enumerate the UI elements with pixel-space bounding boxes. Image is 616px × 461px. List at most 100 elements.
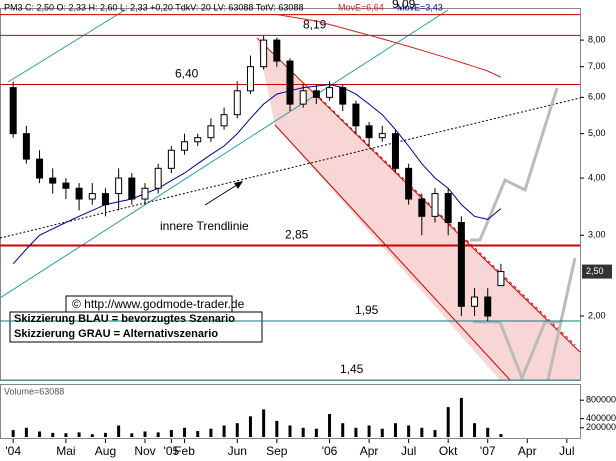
arrow-head [234,181,243,189]
volume-bar [407,425,411,437]
candle-body [62,182,70,189]
candle-body [405,167,413,200]
x-tick-label: Jun [228,444,247,458]
y-tick-label: 5,00 [588,128,606,138]
candle-body [36,158,44,179]
volume-bar [446,407,450,437]
channel-inner [319,97,576,346]
candle-body [128,177,136,200]
volume-bar [393,423,397,437]
volume-bar [169,430,173,437]
candle-body [88,193,96,200]
level-label: 9,09 [392,0,416,11]
volume-bar [183,427,187,437]
annotation: © http://www.godmode-trader.de [72,297,245,311]
candle-body [444,193,452,223]
candle-body [75,187,83,200]
candle-body [471,296,479,307]
candle-body [484,296,492,317]
candle-body [246,66,254,92]
candle-body [115,177,123,195]
volume-frame [0,384,581,439]
x-tick-label: '04 [5,444,21,458]
volume-bar [275,420,279,437]
arrow [204,182,241,206]
volume-bar [420,427,424,437]
volume-tick-label: 200000 [586,422,616,432]
scenario-grey [470,87,559,242]
candle-body [339,87,347,105]
y-tick-label: 4,00 [588,172,606,182]
inner-trendline [0,97,581,239]
candle-body [154,167,162,189]
scenario-grey [473,320,560,383]
annotation: Skizzierung BLAU = bevorzugtes Szenario [14,313,235,325]
candle-body [378,133,386,139]
x-tick-label: '07 [480,444,496,458]
level-label: 6,40 [175,67,199,81]
moving-average [12,83,502,265]
candle-body [220,114,228,127]
candle-body [22,133,30,160]
scenario-grey [546,257,577,381]
volume-bar [459,397,463,437]
candle-body [49,177,57,184]
volume-bar [248,416,252,437]
level-label: 2,85 [285,228,309,242]
candle-body [233,90,241,116]
volume-bar [328,414,332,437]
volume-bar [209,428,213,437]
volume-bar [314,428,318,437]
x-tick-label: Jul [401,444,416,458]
volume-bar [433,430,437,437]
candle-body [207,125,215,139]
volume-bar [301,427,305,437]
candle-body [141,187,149,200]
x-tick-label: Apr [518,444,537,458]
volume-bar [24,427,28,437]
price-tag [582,264,612,279]
candle-body [9,87,17,135]
trendline [7,9,126,83]
x-tick-label: Aug [95,444,116,458]
volume-bar [288,425,292,437]
scenario-box [9,311,263,343]
candle-body [418,198,426,217]
channel-lower [274,124,511,381]
legend-entry: MovE=3,43 [397,2,443,12]
channel-upper [256,37,581,353]
x-tick-label: Nov [134,444,155,458]
trendline [0,9,449,299]
price-tag-label: 2,50 [586,266,604,276]
volume-bar [143,431,147,437]
x-tick-label: Okt [439,444,458,458]
volume-bar [222,425,226,437]
volume-tick-label: 800000 [586,395,616,405]
volume-bar [341,423,345,437]
candle-body [365,125,373,139]
volume-bar [499,434,503,437]
level-label: 1,95 [355,303,379,317]
volume-bar [262,409,266,437]
candle-body [299,90,307,105]
candle-body [326,87,334,98]
candle-body [101,193,109,206]
volume-bar [51,432,55,437]
header: PM3 C: 2,50 O: 2,33 H: 2,60 L: 2,33 +0,2… [4,2,303,12]
x-tick-label: Feb [174,444,195,458]
candle-body [352,103,360,127]
candle-body [194,137,202,143]
annotation: Skizzierung GRAU = Alternativszenario [14,328,218,340]
candle-body [181,141,189,151]
y-tick-label: 3,00 [588,230,606,240]
legend-entry: MovE=6,64 [338,2,384,12]
candle-body [286,60,294,105]
candle-body [431,193,439,217]
candle-body [167,149,175,169]
volume-bar [103,432,107,437]
volume-bar [354,427,358,437]
volume-bar [38,431,42,437]
x-tick-label: '05 [164,444,180,458]
level-label: 8,19 [303,18,327,32]
